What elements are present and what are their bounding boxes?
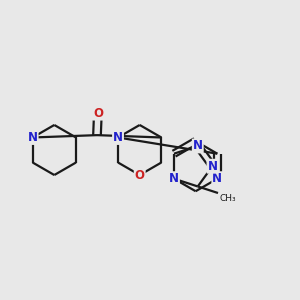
- Text: N: N: [169, 172, 179, 185]
- Text: N: N: [208, 160, 218, 173]
- Text: N: N: [212, 172, 222, 185]
- Text: N: N: [28, 131, 38, 144]
- Text: O: O: [135, 169, 145, 182]
- Text: N: N: [113, 131, 123, 144]
- Text: O: O: [93, 106, 103, 120]
- Text: N: N: [193, 140, 203, 152]
- Text: CH₃: CH₃: [220, 194, 236, 203]
